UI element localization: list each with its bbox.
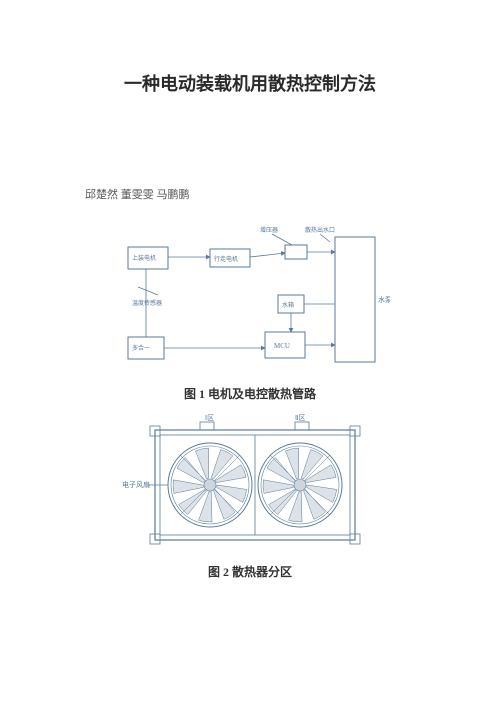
block-label: 多合一 xyxy=(132,344,150,352)
zone-label: Ⅰ区 xyxy=(205,414,214,422)
block-label: 上装电机 xyxy=(132,254,156,262)
figure-1: 上装电机 行走电机 水泵 水箱 多合一 MCU xyxy=(80,217,420,402)
figure-1-caption: 图 1 电机及电控散热管路 xyxy=(80,385,420,402)
block-label: 行走电机 xyxy=(214,255,238,263)
figure-1-diagram: 上装电机 行走电机 水泵 水箱 多合一 MCU xyxy=(110,217,390,377)
document-title: 一种电动装载机用散热控制方法 xyxy=(80,70,420,96)
block-label: 水泵 xyxy=(378,295,390,304)
zone-label: Ⅱ区 xyxy=(295,414,305,422)
authors-line: 邱楚然 董雯雯 马鹏鹏 xyxy=(80,186,420,202)
small-label: 增压器 xyxy=(260,226,278,234)
fan-label: 电子风扇 xyxy=(122,480,150,489)
page-content: 一种电动装载机用散热控制方法 邱楚然 董雯雯 马鹏鹏 上装电机 行走电机 水泵 … xyxy=(0,0,500,620)
svg-text:散热出水口: 散热出水口 xyxy=(305,226,335,234)
small-label: 温度传感器 xyxy=(132,299,162,307)
figure-2: 电子风扇 Ⅰ区 Ⅱ区 图 2 散热器分区 xyxy=(80,412,420,580)
block-label: MCU xyxy=(274,342,290,350)
block-label: 水箱 xyxy=(282,301,294,309)
figure-2-diagram: 电子风扇 Ⅰ区 Ⅱ区 xyxy=(120,412,380,557)
figure-2-caption: 图 2 散热器分区 xyxy=(80,563,420,580)
